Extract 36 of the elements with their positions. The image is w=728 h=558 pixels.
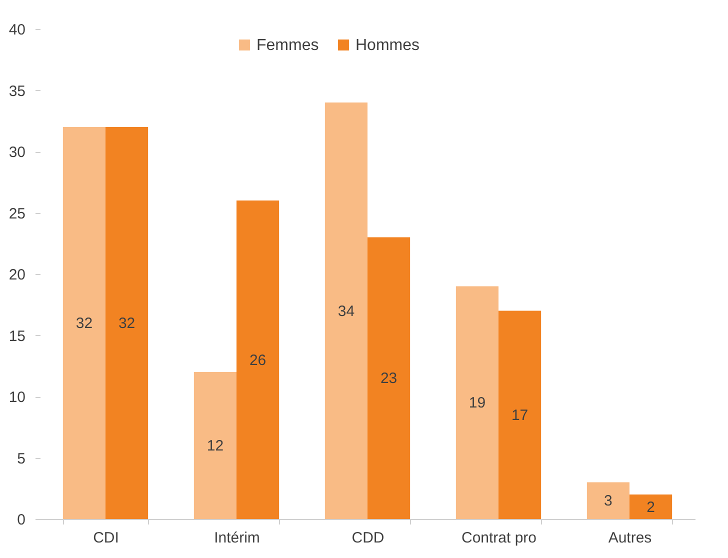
x-tick-label: Autres — [608, 530, 652, 546]
data-label: 26 — [249, 352, 266, 369]
bar — [236, 200, 280, 519]
y-tick-label: 40 — [8, 22, 26, 38]
y-tick-label: 15 — [8, 328, 26, 345]
bar — [456, 286, 498, 519]
bar — [106, 127, 148, 519]
bar — [498, 310, 542, 519]
bar — [586, 482, 630, 519]
data-label: 32 — [76, 315, 93, 332]
legend-label: Hommes — [356, 37, 420, 54]
x-tick-label: CDD — [352, 530, 384, 546]
data-label: 32 — [118, 315, 136, 332]
bar — [630, 494, 672, 519]
y-tick-label: 0 — [17, 512, 26, 528]
y-tick-label: 5 — [17, 450, 26, 468]
y-tick-label: 30 — [8, 144, 26, 161]
bar — [62, 127, 106, 519]
data-label: 12 — [206, 438, 224, 454]
legend-label: Femmes — [256, 37, 319, 54]
data-label: 19 — [468, 394, 486, 412]
x-tick-label: Contrat pro — [461, 530, 537, 546]
y-tick-label: 35 — [8, 82, 26, 100]
x-tick-label: CDI — [93, 530, 119, 546]
data-label: 34 — [338, 302, 355, 320]
bar — [324, 102, 368, 519]
bar — [368, 237, 410, 519]
data-label: 17 — [511, 406, 528, 424]
data-label: 2 — [646, 498, 655, 516]
y-tick-label: 20 — [8, 266, 26, 284]
data-label: 23 — [380, 370, 398, 388]
data-label: 3 — [604, 492, 612, 510]
y-tick-label: 25 — [8, 205, 26, 222]
bar — [194, 372, 236, 519]
y-tick-label: 10 — [8, 389, 26, 406]
x-tick-label: Intérim — [214, 530, 260, 546]
